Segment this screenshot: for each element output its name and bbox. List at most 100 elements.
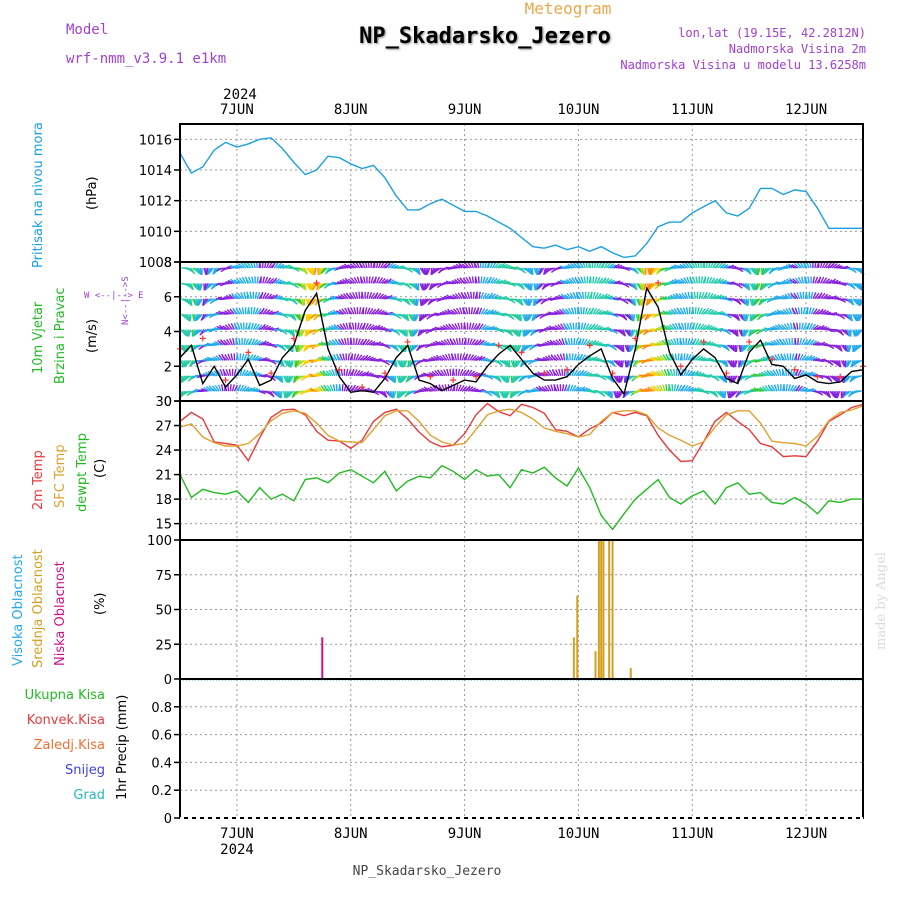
- wind-arrow: [506, 344, 512, 352]
- wind-arrow: [652, 358, 660, 362]
- wind-arrow: [476, 388, 485, 392]
- wind-arrow: [375, 276, 380, 284]
- wind-arrow: [418, 314, 421, 322]
- wind-arrow: [822, 310, 830, 315]
- wind-arrow: [342, 293, 349, 300]
- wind-arrow: [190, 283, 194, 291]
- wind-arrow: [751, 313, 757, 321]
- wind-arrow: [480, 276, 483, 284]
- wind-arrow: [814, 292, 820, 300]
- bottom-day-labels: 7JUN 8JUN 9JUN 10JUN 11JUN 12JUN: [220, 826, 827, 842]
- wind-arrow: [212, 342, 220, 346]
- precip-conv-label: Konvek.Kisa: [27, 713, 105, 728]
- wind-arrow: [584, 323, 590, 330]
- wind-arrow: [548, 369, 554, 377]
- wind-arrow: [234, 293, 241, 300]
- wind-arrow: [794, 337, 797, 346]
- wind-arrow: [521, 344, 524, 353]
- wind-arrow: [416, 298, 420, 306]
- wind-arrow: [665, 354, 672, 361]
- wind-arrow: [796, 292, 801, 300]
- wind-arrow: [855, 359, 863, 364]
- wind-arrow: [567, 384, 571, 392]
- wind-arrow: [413, 298, 417, 306]
- wind-arrow: [183, 390, 191, 395]
- wind-arrow: [581, 370, 588, 377]
- wind-arrow: [520, 283, 525, 290]
- wind-arrow: [578, 291, 583, 300]
- wind-arrow: [463, 292, 469, 300]
- wind-arrow: [243, 262, 250, 269]
- wind-arrow: [563, 266, 571, 269]
- wind-arrow: [573, 385, 580, 392]
- wind-arrow: [511, 375, 514, 383]
- wind-arrow: [795, 384, 801, 392]
- wind-arrow: [423, 313, 431, 319]
- wind-arrow: [457, 322, 461, 330]
- wind-arrow: [217, 339, 224, 346]
- wind-arrow: [225, 294, 233, 300]
- wind-arrow: [439, 312, 447, 315]
- wind-arrow: [484, 276, 489, 284]
- wind-arrow: [620, 375, 624, 383]
- wind-arrow: [370, 325, 378, 331]
- wind-arrow: [677, 384, 683, 392]
- wind-arrow: [795, 353, 798, 361]
- wind-arrow: [544, 341, 552, 346]
- wind-arrow: [841, 265, 849, 269]
- wind-arrow: [362, 371, 370, 377]
- wind-arrow: [220, 384, 224, 392]
- wind-arrow: [812, 341, 820, 346]
- wind-arrow: [817, 276, 822, 284]
- series-line: [179, 405, 864, 447]
- panel-4: 00.20.40.60.8: [151, 678, 864, 827]
- wind-arrow: [785, 338, 789, 346]
- wind-arrow: [318, 356, 326, 362]
- wind-arrow: [248, 338, 253, 346]
- wind-arrow: [374, 308, 380, 315]
- wind-arrow: [681, 384, 686, 392]
- wind-arrow: [855, 314, 859, 322]
- wind-arrow: [218, 354, 224, 361]
- wind-arrow: [222, 325, 229, 331]
- wind-arrow: [251, 387, 259, 392]
- wind-arrow: [281, 313, 289, 319]
- wind-arrow: [563, 294, 571, 300]
- wind-arrow: [275, 390, 280, 398]
- wind-arrow: [704, 357, 712, 362]
- wind-arrow: [687, 291, 691, 299]
- wind-arrow: [453, 264, 461, 269]
- wind-arrow: [243, 386, 250, 392]
- wind-arrow: [239, 384, 245, 392]
- wind-arrow: [337, 295, 345, 300]
- wind-arrow: [225, 338, 232, 346]
- wind-arrow: [474, 276, 478, 284]
- wind-arrow: [451, 266, 459, 269]
- wind-arrow: [239, 322, 243, 330]
- wind-arrow: [783, 353, 788, 361]
- wind-arrow: [232, 308, 239, 315]
- wind-arrow: [630, 344, 636, 352]
- wind-arrow: [491, 277, 498, 284]
- wind-arrow: [468, 276, 473, 284]
- top-day-label: 9JUN: [448, 102, 482, 118]
- wind-arrow: [352, 262, 359, 269]
- bottom-day-label: 12JUN: [785, 826, 827, 842]
- wind-arrow: [252, 323, 257, 330]
- wind-arrow: [725, 313, 732, 319]
- wind-arrow: [788, 307, 793, 315]
- wind-arrow: [283, 264, 291, 269]
- wind-arrow: [797, 353, 801, 361]
- wind-arrow: [690, 261, 696, 269]
- wind-arrow: [650, 385, 657, 392]
- wind-arrow: [489, 293, 496, 300]
- wind-arrow: [228, 293, 235, 300]
- wind-arrow: [540, 358, 548, 362]
- wind-arrow: [601, 293, 608, 300]
- wind-arrow: [493, 278, 501, 284]
- wind-arrow: [503, 264, 511, 269]
- wind-compass-icon: N<--|-->S W <--|--> E: [84, 276, 144, 325]
- wind-arrow: [490, 326, 498, 331]
